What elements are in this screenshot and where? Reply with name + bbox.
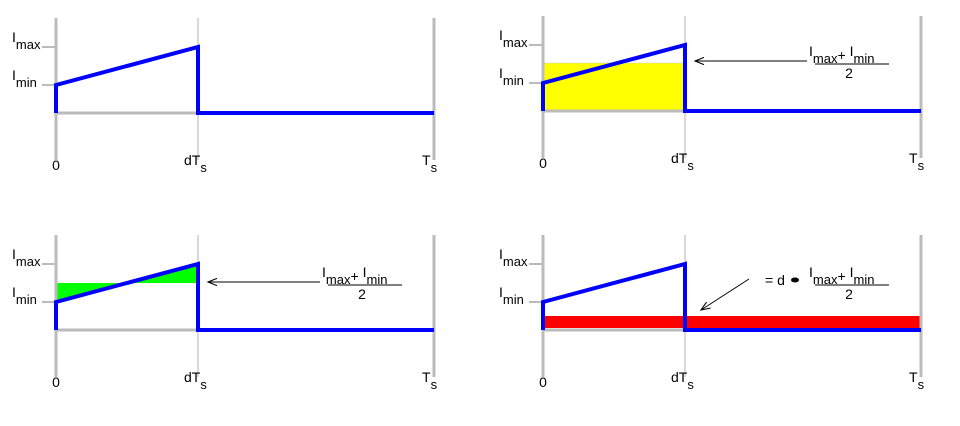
label-sub: max [813,51,838,66]
label-base: dT [671,369,688,385]
label-sub: max [16,37,41,52]
current-waveform [541,261,921,332]
multiply-dot [791,277,799,283]
x-label: 0 [539,374,547,390]
x-label: dTs [184,369,207,392]
label-base: 0 [52,157,60,173]
label-base: T [422,369,431,385]
label-base: I [499,27,503,43]
label-sub: min [503,73,524,88]
y-label: Imax [12,246,41,269]
label-sub: min [16,75,37,90]
label-sub: min [854,272,875,287]
label-base: T [422,152,431,168]
label-base: T [909,369,918,385]
label-base: T [909,150,918,166]
label-sub: min [854,51,875,66]
x-label: dTs [184,152,207,175]
denominator: 2 [845,65,853,81]
x-label: Ts [909,369,925,392]
label-base: I [12,284,16,300]
operator: + [837,268,845,284]
x-label: 0 [52,374,60,390]
annotation-prefix: = d [765,272,785,288]
y-label: Imax [12,29,41,52]
x-label: Ts [422,152,438,175]
label-base: I [363,264,367,280]
label-sub: min [16,292,37,307]
y-label: Imin [499,65,524,88]
average-current [543,316,921,328]
label-base: 0 [539,155,547,171]
label-sub: min [503,292,524,307]
x-label: dTs [671,369,694,392]
label-base: 0 [539,374,547,390]
current-waveform [541,42,921,113]
label-sub: min [367,272,388,287]
label-base: I [499,284,503,300]
label-base: I [12,67,16,83]
label-sub: s [918,377,925,392]
numerator: Imax+ Imin [809,264,874,287]
label-sub: max [503,35,528,50]
label-sub: s [687,158,694,173]
label-base: I [809,43,813,59]
y-label: Imin [499,284,524,307]
label-sub: max [326,272,351,287]
label-base: I [322,264,326,280]
label-sub: s [200,377,207,392]
label-base: I [809,264,813,280]
numerator: Imax+ Imin [322,264,387,287]
label-sub: s [687,377,694,392]
label-sub: s [200,160,207,175]
x-label: Ts [909,150,925,173]
label-sub: s [431,160,438,175]
label-base: I [12,246,16,262]
denominator: 2 [358,286,366,302]
y-label: Imax [499,27,528,50]
label-sub: max [813,272,838,287]
label-sub: max [16,254,41,269]
current-waveform [54,261,434,332]
label-base: I [12,29,16,45]
denominator: 2 [845,286,853,302]
arrow [699,278,750,311]
label-base: I [499,246,503,262]
y-label: Imin [12,284,37,307]
operator: + [350,268,358,284]
label-sub: s [918,158,925,173]
average-area [542,62,686,112]
numerator: Imax+ Imin [809,43,874,66]
label-base: I [850,43,854,59]
label-base: dT [184,369,201,385]
label-base: I [499,65,503,81]
x-label: 0 [539,155,547,171]
label-sub: s [431,377,438,392]
x-label: dTs [671,150,694,173]
operator: + [837,47,845,63]
y-label: Imin [12,67,37,90]
x-label: Ts [422,369,438,392]
label-sub: max [503,254,528,269]
label-base: dT [671,150,688,166]
label-base: 0 [52,374,60,390]
current-waveform [54,44,434,115]
label-base: dT [184,152,201,168]
label-base: I [850,264,854,280]
x-label: 0 [52,157,60,173]
y-label: Imax [499,246,528,269]
